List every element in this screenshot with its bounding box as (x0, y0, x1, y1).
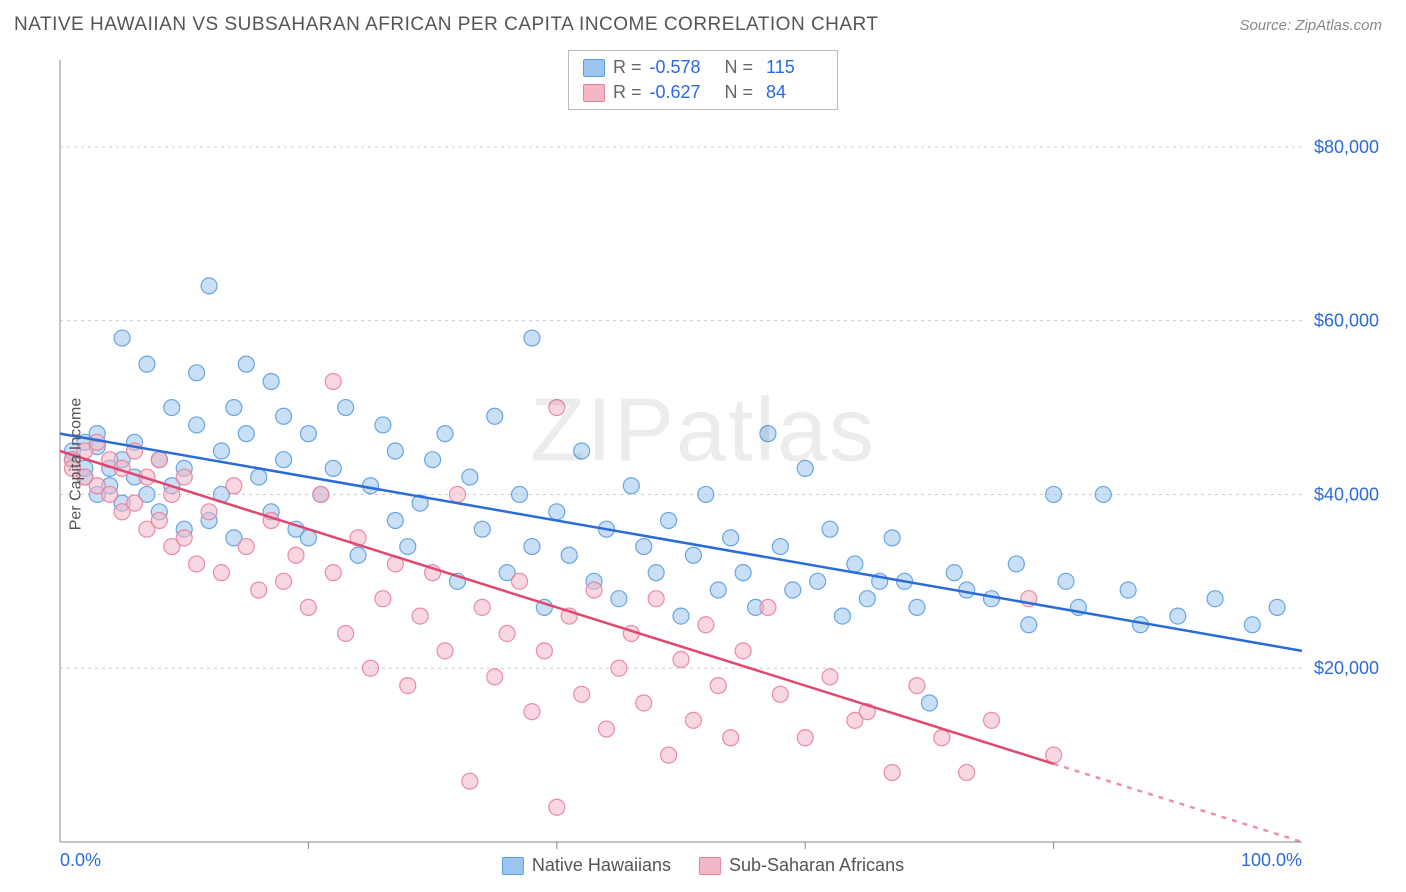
legend-stat-row: R = -0.578 N = 115 (569, 55, 837, 80)
y-axis-label: Per Capita Income (67, 398, 85, 531)
legend-swatch (699, 857, 721, 875)
svg-text:100.0%: 100.0% (1241, 850, 1302, 870)
n-label: N = (720, 82, 754, 103)
r-label: R = (613, 82, 642, 103)
r-value: -0.627 (650, 82, 712, 103)
legend-swatch (583, 59, 605, 77)
svg-text:$80,000: $80,000 (1314, 137, 1379, 157)
correlation-legend: R = -0.578 N = 115 R = -0.627 N = 84 (568, 50, 838, 110)
svg-text:0.0%: 0.0% (60, 850, 101, 870)
r-label: R = (613, 57, 642, 78)
chart-title: NATIVE HAWAIIAN VS SUBSAHARAN AFRICAN PE… (14, 14, 879, 36)
scatter-chart: $20,000 $40,000 $60,000 $80,000 0.0% 100.0% (14, 50, 1392, 878)
legend-label: Native Hawaiians (532, 855, 671, 876)
n-label: N = (720, 57, 754, 78)
svg-text:$20,000: $20,000 (1314, 658, 1379, 678)
r-value: -0.578 (650, 57, 712, 78)
n-value: 84 (761, 82, 823, 103)
legend-item: Native Hawaiians (502, 855, 671, 876)
series-legend: Native Hawaiians Sub-Saharan Africans (502, 855, 904, 876)
legend-swatch (502, 857, 524, 875)
chart-container: Per Capita Income $20,000$40,000$60,000$… (14, 50, 1392, 878)
svg-text:$60,000: $60,000 (1314, 311, 1379, 331)
legend-swatch (583, 84, 605, 102)
source-label: Source: ZipAtlas.com (1239, 17, 1382, 34)
legend-stat-row: R = -0.627 N = 84 (569, 80, 837, 105)
legend-item: Sub-Saharan Africans (699, 855, 904, 876)
n-value: 115 (761, 57, 823, 78)
legend-label: Sub-Saharan Africans (729, 855, 904, 876)
svg-text:$40,000: $40,000 (1314, 484, 1379, 504)
